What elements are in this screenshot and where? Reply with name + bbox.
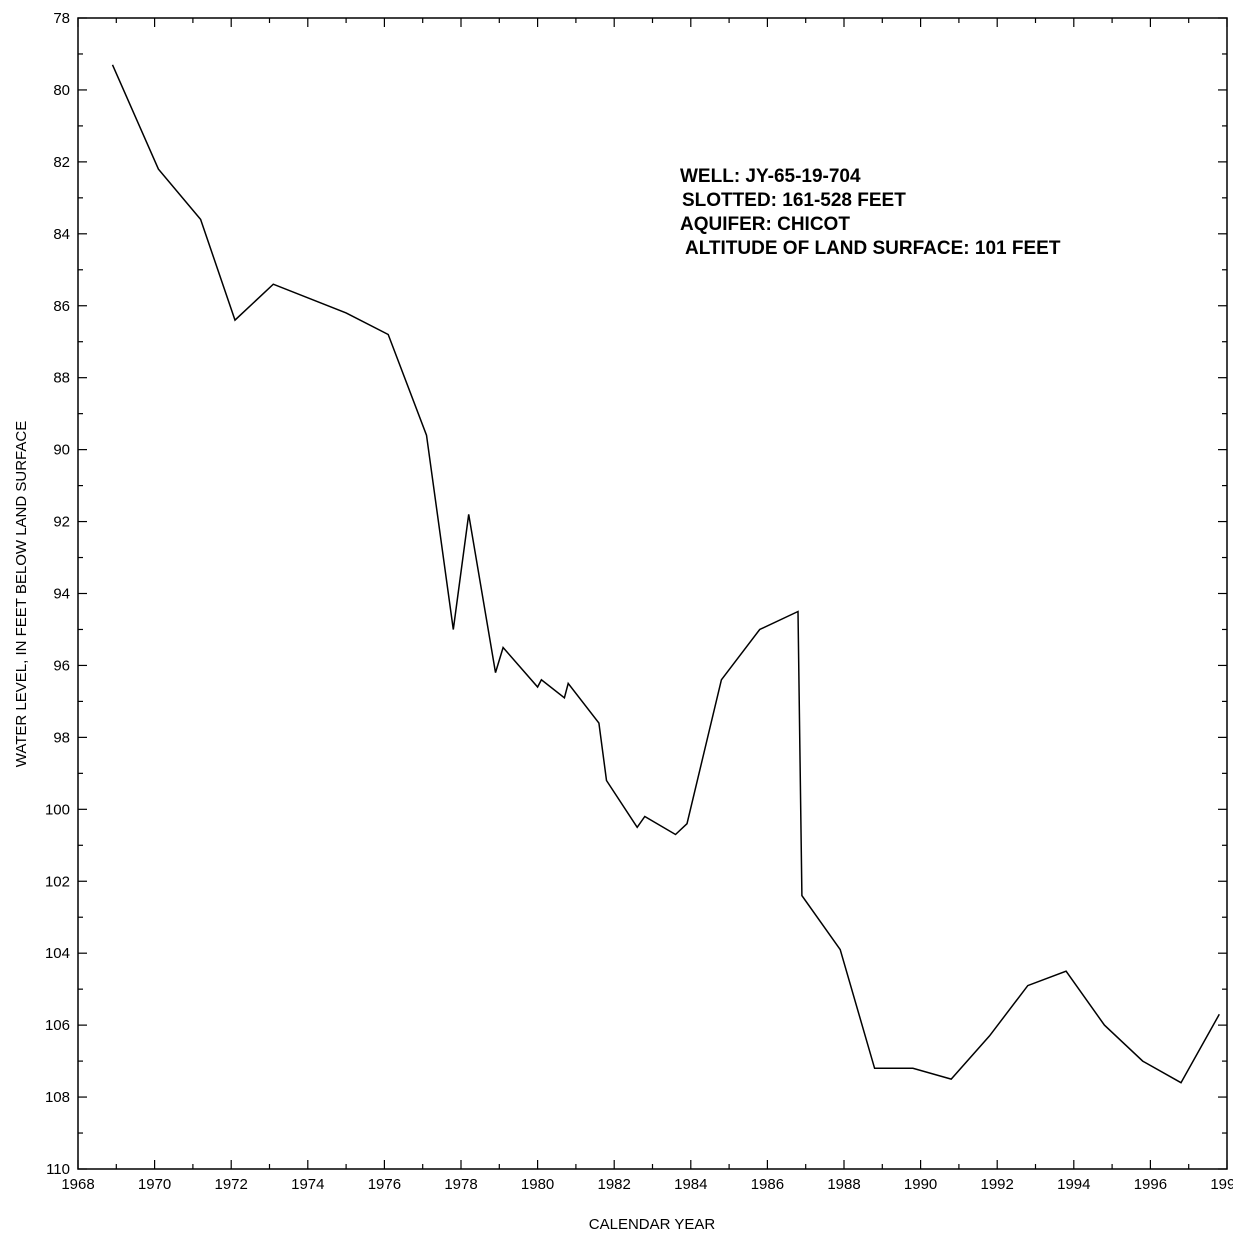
y-tick-label: 88	[53, 370, 70, 387]
x-tick-label: 1994	[1057, 1176, 1090, 1193]
x-tick-label: 1968	[61, 1176, 94, 1193]
x-tick-label: 1972	[215, 1176, 248, 1193]
x-tick-label: 1992	[981, 1176, 1014, 1193]
data-points	[112, 65, 1219, 1083]
y-tick-label: 98	[53, 729, 70, 746]
x-tick-label: 1974	[291, 1176, 324, 1193]
x-tick-labels: 1968 1970 1972 1974 1976 1978 1980 1982 1984 1986…	[61, 1176, 1233, 1193]
y-tick-label: 96	[53, 657, 70, 674]
x-tick-label: 1990	[904, 1176, 937, 1193]
y-tick-label: 84	[53, 226, 70, 243]
annotation-aquifer: AQUIFER: CHICOT	[680, 214, 850, 235]
y-tick-label: 106	[45, 1017, 70, 1034]
x-tick-label: 1976	[368, 1176, 401, 1193]
x-tick-label: 1984	[674, 1176, 707, 1193]
x-tick-label: 1988	[827, 1176, 860, 1193]
y-tick-label: 100	[45, 801, 70, 818]
x-tick-label: 1982	[598, 1176, 631, 1193]
annotation-slotted: SLOTTED: 161-528 FEET	[682, 190, 906, 211]
y-tick-labels: 78 80 82 84 86 88 90 92 94 96 98 100 102 104 106 108 110	[45, 10, 70, 1178]
y-tick-label: 108	[45, 1089, 70, 1106]
tick-marks	[77, 17, 1228, 1170]
x-axis-title: CALENDAR YEAR	[589, 1216, 716, 1233]
x-tick-label: 1970	[138, 1176, 171, 1193]
y-tick-label: 86	[53, 298, 70, 315]
x-tick-label: 1998	[1210, 1176, 1233, 1193]
y-tick-label: 110	[46, 1161, 70, 1178]
x-tick-label: 1996	[1134, 1176, 1167, 1193]
y-tick-label: 80	[53, 82, 70, 99]
water-level-line	[111, 64, 1220, 1084]
x-tick-label: 1980	[521, 1176, 554, 1193]
y-tick-label: 94	[53, 586, 70, 603]
y-tick-label: 92	[53, 514, 70, 531]
y-tick-label: 102	[45, 873, 70, 890]
y-tick-label: 104	[45, 945, 70, 962]
y-tick-label: 78	[53, 10, 70, 27]
annotation-altitude: ALTITUDE OF LAND SURFACE: 101 FEET	[685, 238, 1061, 259]
y-tick-label: 90	[53, 442, 70, 459]
plot-frame	[77, 17, 1228, 1170]
y-tick-label: 82	[53, 154, 70, 171]
annotation-well: WELL: JY-65-19-704	[680, 166, 861, 187]
y-axis-title: WATER LEVEL, IN FEET BELOW LAND SURFACE	[13, 421, 30, 767]
x-tick-label: 1986	[751, 1176, 784, 1193]
x-tick-label: 1978	[444, 1176, 477, 1193]
